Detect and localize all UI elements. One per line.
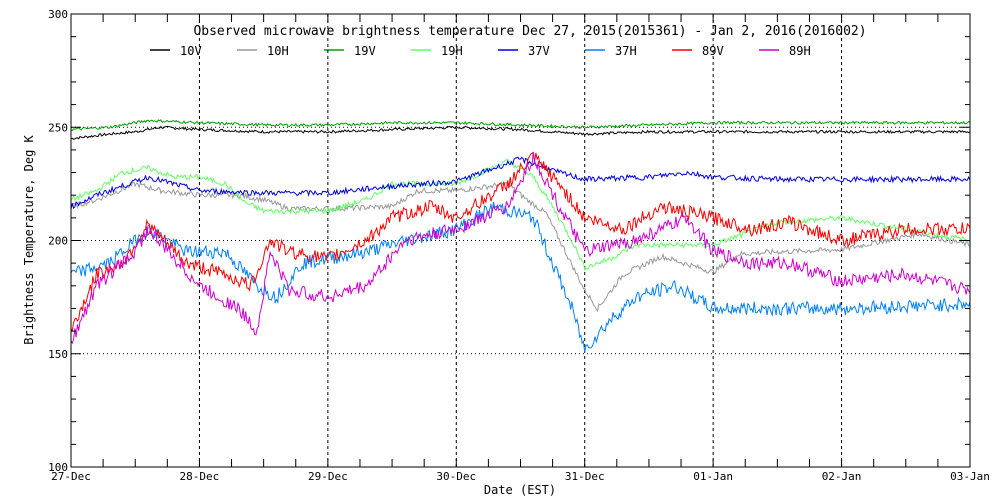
legend-label-37H: 37H — [615, 44, 637, 58]
x-tick-label: 28-Dec — [180, 470, 220, 483]
series-lines — [70, 119, 971, 353]
legend-label-37V: 37V — [528, 44, 550, 58]
series-line-89H — [70, 151, 971, 345]
axes: 27-Dec 28-Dec 29-Dec 30-Dec 31-Dec 01-Jan 02-J… — [48, 8, 990, 483]
series-line-19H — [70, 158, 971, 272]
x-tick-label: 01-Jan — [693, 470, 733, 483]
legend-label-10V: 10V — [180, 44, 202, 58]
legend-label-89H: 89H — [789, 44, 811, 58]
chart-title: Observed microwave brightness temperatur… — [193, 24, 866, 39]
series-line-37V — [70, 156, 971, 210]
y-tick-label: 200 — [48, 235, 68, 248]
y-axis-label: Brightness Temperature, Deg K — [22, 134, 36, 344]
series-line-89V — [70, 151, 971, 332]
y-tick-label: 100 — [48, 461, 68, 474]
legend-label-19H: 19H — [441, 44, 463, 58]
x-tick-label: 27-Dec — [51, 470, 91, 483]
x-axis-label: Date (EST) — [484, 483, 556, 497]
x-tick-label: 29-Dec — [308, 470, 348, 483]
series-line-37H — [70, 201, 971, 353]
legend-label-19V: 19V — [354, 44, 376, 58]
y-tick-label: 250 — [48, 121, 68, 134]
y-tick-label: 300 — [48, 8, 68, 21]
x-tick-label: 03-Jan — [950, 470, 990, 483]
series-line-10H — [70, 181, 971, 313]
x-tick-label: 31-Dec — [565, 470, 605, 483]
series-line-19V — [70, 119, 971, 132]
legend-label-10H: 10H — [267, 44, 289, 58]
legend: 10V 10H 19V 19H 37V 37H 89V 89H — [150, 44, 811, 58]
series-line-10V — [70, 125, 971, 140]
y-tick-label: 150 — [48, 348, 68, 361]
x-tick-label: 30-Dec — [436, 470, 476, 483]
x-tick-label: 02-Jan — [822, 470, 862, 483]
